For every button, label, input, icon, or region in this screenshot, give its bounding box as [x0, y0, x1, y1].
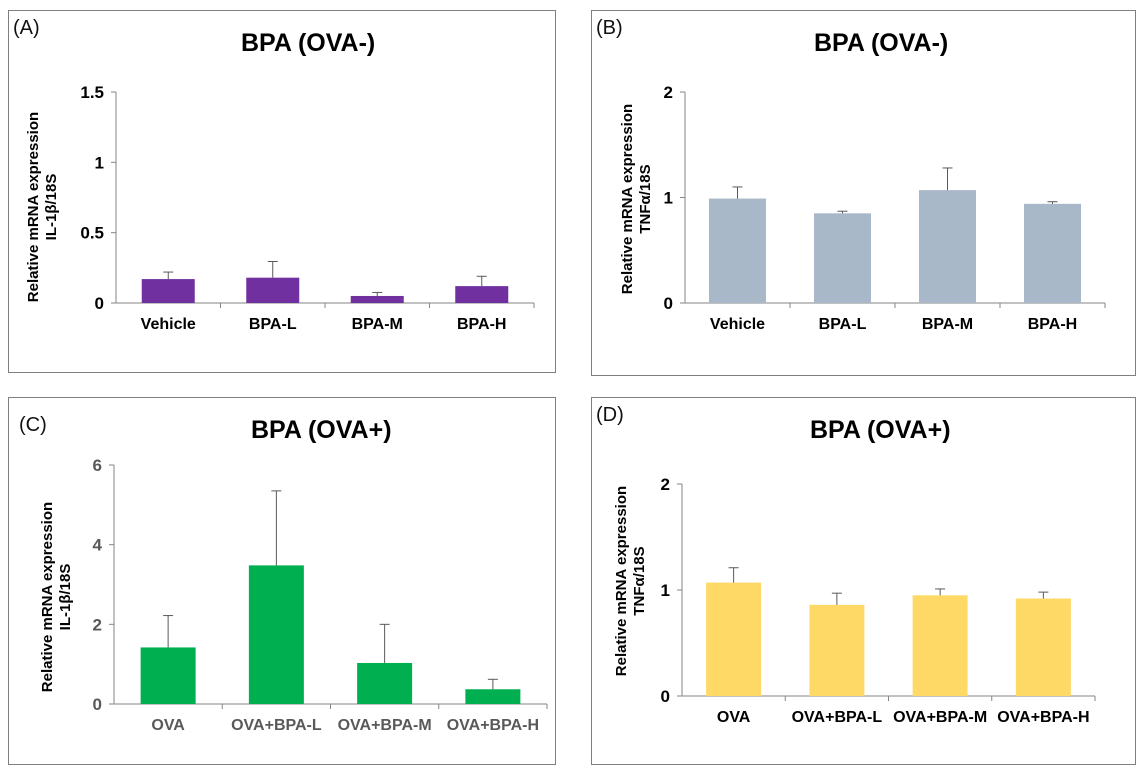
y-tick-label: 1 [661, 581, 670, 600]
y-tick-label: 0.5 [80, 224, 104, 243]
y-tick-label: 0 [95, 294, 104, 313]
bar [140, 647, 196, 704]
bar [709, 198, 766, 303]
bar [1024, 203, 1081, 303]
x-tick-label: BPA-H [457, 316, 506, 333]
chart-title: BPA (OVA+) [251, 416, 392, 444]
y-tick-label: 1 [664, 189, 673, 208]
chart-plot-area: 0 2 4 6 OVA OVA+BPA-L OVA+BPA-M OVA+BPA-H [93, 456, 548, 734]
x-tick-label: OVA+BPA-H [997, 709, 1089, 726]
x-tick-label: OVA+BPA-M [893, 709, 987, 726]
panel-label: (A) [13, 17, 40, 39]
panel-label: (B) [596, 17, 623, 39]
chart-plot-area: 0 1 2 Vehicle BPA-L BPA-M BPA-H [664, 83, 1106, 333]
x-tick-label: BPA-M [352, 316, 403, 333]
y-tick-label: 2 [661, 475, 670, 494]
bar [1015, 598, 1071, 696]
x-tick-label: BPA-H [1028, 316, 1077, 333]
bar [919, 190, 976, 303]
bar [141, 279, 195, 303]
x-tick-label: OVA [151, 717, 185, 734]
x-tick-label: OVA+BPA-M [338, 717, 432, 734]
y-tick-label: 4 [93, 536, 103, 555]
chart-panel-b: (B) BPA (OVA-) Relative mRNA expression … [591, 10, 1136, 376]
x-tick-label: OVA [717, 709, 751, 726]
bar [706, 582, 762, 696]
y-tick-label: 2 [93, 615, 102, 634]
x-tick-label: OVA+BPA-H [447, 717, 539, 734]
chart-panel-c: (C) BPA (OVA+) Relative mRNA expression … [8, 397, 556, 765]
chart-title: BPA (OVA-) [241, 29, 376, 57]
y-tick-label: 1.5 [80, 83, 104, 102]
chart-title: BPA (OVA-) [814, 29, 949, 57]
x-tick-label: OVA+BPA-L [792, 709, 883, 726]
chart-plot-area: 0 0.5 1 1.5 Vehicle BPA-L BPA-M BPA-H [80, 83, 535, 333]
bar [248, 565, 304, 704]
chart-panel-a: (A) BPA (OVA-) Relative mRNA expression … [8, 10, 556, 373]
bar [809, 604, 865, 696]
y-tick-label: 1 [95, 153, 104, 172]
bar [350, 295, 404, 303]
y-tick-label: 6 [93, 456, 102, 475]
x-tick-label: BPA-M [922, 316, 973, 333]
chart-panel-d: (D) BPA (OVA+) Relative mRNA expression … [591, 397, 1136, 765]
x-tick-label: Vehicle [141, 316, 196, 333]
bar [814, 213, 871, 303]
y-tick-label: 0 [664, 294, 673, 313]
y-tick-label: 0 [661, 687, 670, 706]
panel-label: (D) [596, 404, 624, 426]
bar [246, 277, 300, 303]
bar [455, 286, 509, 303]
bar [465, 689, 521, 704]
x-tick-label: BPA-L [819, 316, 867, 333]
y-tick-label: 2 [664, 83, 673, 102]
x-tick-label: OVA+BPA-L [231, 717, 322, 734]
x-tick-label: Vehicle [710, 316, 765, 333]
chart-plot-area: 0 1 2 OVA OVA+BPA-L OVA+BPA-M OVA+BPA-H [661, 475, 1096, 726]
panel-label: (C) [19, 414, 47, 436]
x-tick-label: BPA-L [249, 316, 297, 333]
bar [912, 595, 968, 696]
y-tick-label: 0 [93, 695, 102, 714]
bar [357, 662, 413, 704]
chart-title: BPA (OVA+) [810, 416, 951, 444]
